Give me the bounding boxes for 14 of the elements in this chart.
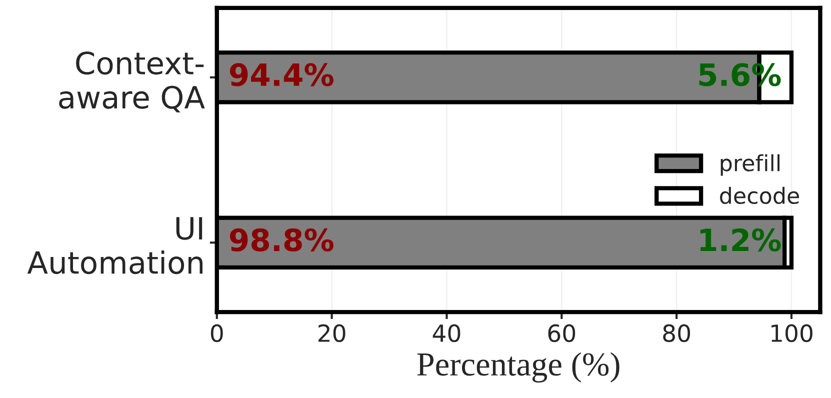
x-axis-title: Percentage (%) bbox=[417, 352, 620, 383]
data-label: 1.2% bbox=[700, 228, 781, 252]
x-tick-label: 0 bbox=[210, 324, 223, 342]
x-tick-label: 100 bbox=[772, 324, 812, 342]
x-tick-label: 40 bbox=[432, 324, 460, 342]
data-label: 98.8% bbox=[230, 228, 334, 252]
legend-label: decode bbox=[720, 186, 800, 204]
x-tick-label: 60 bbox=[548, 324, 576, 342]
data-label: 94.4% bbox=[230, 63, 334, 86]
x-tick-label: 80 bbox=[663, 324, 690, 342]
x-tick-label: 20 bbox=[318, 324, 346, 342]
legend-label: prefill bbox=[720, 154, 780, 176]
y-tick-label: UI Automation bbox=[27, 217, 202, 274]
y-tick-label: Context- aware QA bbox=[59, 52, 205, 112]
